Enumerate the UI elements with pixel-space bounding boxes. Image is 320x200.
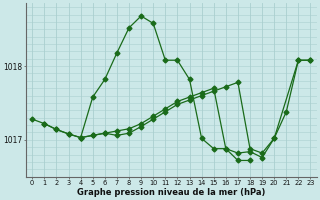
X-axis label: Graphe pression niveau de la mer (hPa): Graphe pression niveau de la mer (hPa) — [77, 188, 266, 197]
